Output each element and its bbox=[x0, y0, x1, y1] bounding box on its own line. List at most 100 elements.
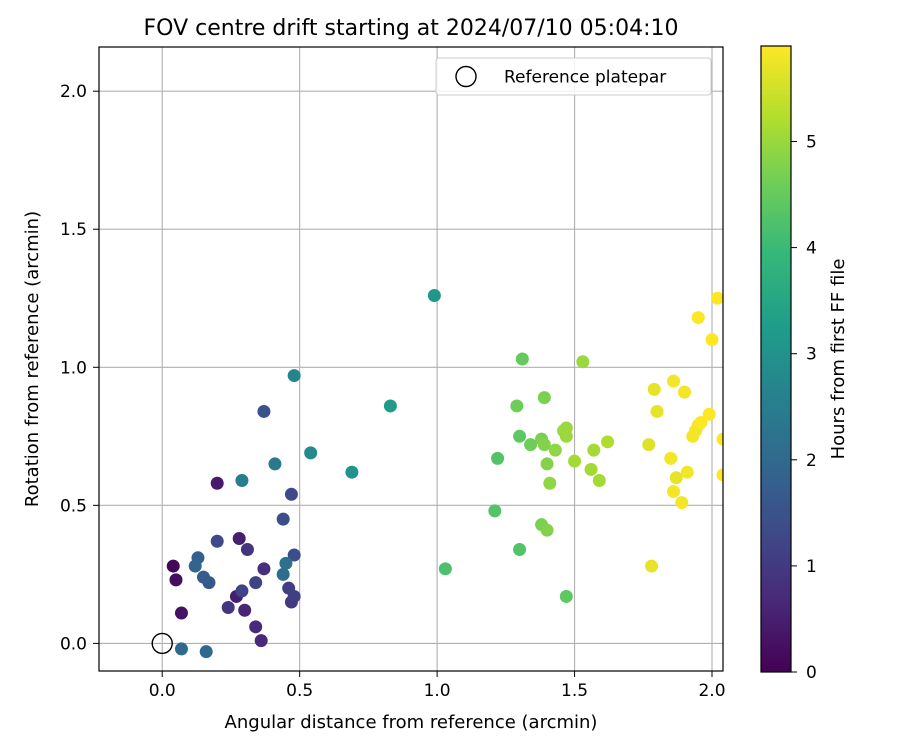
data-point-36 bbox=[427, 288, 441, 302]
data-point-29 bbox=[279, 556, 293, 570]
data-point-78 bbox=[691, 311, 705, 325]
data-point-44 bbox=[524, 438, 538, 452]
y-tick-label-0: 0.0 bbox=[60, 634, 87, 654]
data-point-55 bbox=[559, 429, 573, 443]
data-point-67 bbox=[664, 451, 678, 465]
data-point-2 bbox=[174, 606, 188, 620]
data-point-11 bbox=[240, 543, 254, 557]
data-point-62 bbox=[601, 435, 615, 449]
x-tick-label-0: 0.0 bbox=[149, 681, 176, 701]
data-point-28 bbox=[276, 567, 290, 581]
y-axis-ticks: 0.0 0.5 1.0 1.5 2.0 bbox=[60, 82, 99, 654]
data-point-40 bbox=[513, 543, 527, 557]
data-point-61 bbox=[592, 473, 606, 487]
data-point-15 bbox=[235, 584, 249, 598]
data-point-18 bbox=[284, 487, 298, 501]
data-point-63 bbox=[642, 438, 656, 452]
data-point-83 bbox=[716, 468, 723, 482]
data-point-73 bbox=[680, 465, 694, 479]
reference-platepar-marker bbox=[151, 632, 173, 655]
data-point-71 bbox=[675, 496, 689, 510]
data-point-26 bbox=[174, 642, 188, 656]
colorbar-ticks: 0 1 2 3 4 5 bbox=[791, 132, 817, 683]
colorbar-tick-label-3: 3 bbox=[806, 345, 817, 365]
data-point-66 bbox=[650, 404, 664, 418]
data-point-32 bbox=[287, 369, 301, 383]
y-tick-label-4: 2.0 bbox=[60, 82, 87, 102]
data-point-0 bbox=[166, 559, 180, 573]
colorbar-gradient bbox=[760, 45, 792, 673]
data-point-35 bbox=[383, 399, 397, 413]
x-tick-label-1: 0.5 bbox=[286, 681, 313, 701]
reference-marker bbox=[151, 632, 173, 655]
data-point-33 bbox=[304, 446, 318, 460]
data-point-59 bbox=[584, 462, 598, 476]
data-point-25 bbox=[188, 559, 202, 573]
data-point-60 bbox=[587, 443, 601, 457]
data-point-16 bbox=[249, 576, 263, 590]
data-point-82 bbox=[716, 432, 723, 446]
data-point-1 bbox=[169, 573, 183, 587]
x-axis-label: Angular distance from reference (arcmin) bbox=[225, 712, 598, 733]
data-point-64 bbox=[645, 559, 659, 573]
colorbar-tick-label-2: 2 bbox=[806, 451, 817, 471]
legend-open-circle-marker bbox=[455, 65, 477, 88]
colorbar-tick-label-1: 1 bbox=[806, 557, 817, 577]
data-point-20 bbox=[276, 512, 290, 526]
data-point-30 bbox=[268, 457, 282, 471]
data-point-72 bbox=[678, 385, 692, 399]
data-point-19 bbox=[287, 548, 301, 562]
x-tick-label-4: 2.0 bbox=[698, 681, 725, 701]
data-point-41 bbox=[513, 429, 527, 443]
data-point-49 bbox=[540, 457, 554, 471]
y-axis-label: Rotation from reference (arcmin) bbox=[22, 211, 43, 507]
data-point-79 bbox=[702, 407, 716, 421]
chart-title: FOV centre drift starting at 2024/07/10 … bbox=[144, 16, 679, 41]
colorbar-tick-label-5: 5 bbox=[806, 132, 817, 152]
data-point-39 bbox=[491, 451, 505, 465]
data-point-34 bbox=[345, 465, 359, 479]
x-tick-label-3: 1.5 bbox=[561, 681, 588, 701]
data-point-65 bbox=[647, 382, 661, 396]
data-point-50 bbox=[540, 523, 554, 537]
legend-label: Reference platepar bbox=[504, 68, 666, 88]
legend: Reference platepar bbox=[435, 57, 712, 96]
data-point-77 bbox=[694, 416, 708, 430]
data-point-37 bbox=[438, 562, 452, 576]
data-point-14 bbox=[282, 581, 296, 595]
data-point-23 bbox=[196, 570, 210, 584]
data-point-58 bbox=[576, 355, 590, 369]
data-point-10 bbox=[221, 600, 235, 614]
data-point-42 bbox=[515, 352, 529, 366]
data-point-47 bbox=[537, 391, 551, 405]
data-point-43 bbox=[510, 399, 524, 413]
plot-frame bbox=[98, 46, 724, 672]
data-point-81 bbox=[711, 291, 723, 305]
data-points bbox=[166, 288, 723, 659]
y-tick-label-2: 1.0 bbox=[60, 358, 87, 378]
data-point-52 bbox=[548, 443, 562, 457]
legend-box bbox=[435, 57, 712, 96]
data-point-27 bbox=[199, 645, 213, 659]
data-point-51 bbox=[543, 476, 557, 490]
data-point-6 bbox=[238, 603, 252, 617]
data-point-7 bbox=[249, 620, 263, 634]
x-tick-label-2: 1.0 bbox=[424, 681, 451, 701]
data-point-69 bbox=[667, 485, 681, 499]
x-axis-ticks: 0.0 0.5 1.0 1.5 2.0 bbox=[149, 671, 726, 701]
data-point-21 bbox=[257, 404, 271, 418]
colorbar-tick-label-0: 0 bbox=[806, 663, 817, 683]
data-point-17 bbox=[210, 534, 224, 548]
data-point-70 bbox=[669, 471, 683, 485]
data-point-38 bbox=[488, 504, 502, 518]
data-point-31 bbox=[235, 473, 249, 487]
colorbar: 0 1 2 3 4 5 Hours from first FF file bbox=[760, 45, 849, 683]
grid-lines bbox=[99, 47, 723, 671]
data-point-3 bbox=[210, 476, 224, 490]
colorbar-tick-label-4: 4 bbox=[806, 239, 817, 259]
data-point-57 bbox=[568, 454, 582, 468]
data-point-4 bbox=[232, 531, 246, 545]
data-point-8 bbox=[254, 634, 268, 648]
y-tick-label-3: 1.5 bbox=[60, 220, 87, 240]
